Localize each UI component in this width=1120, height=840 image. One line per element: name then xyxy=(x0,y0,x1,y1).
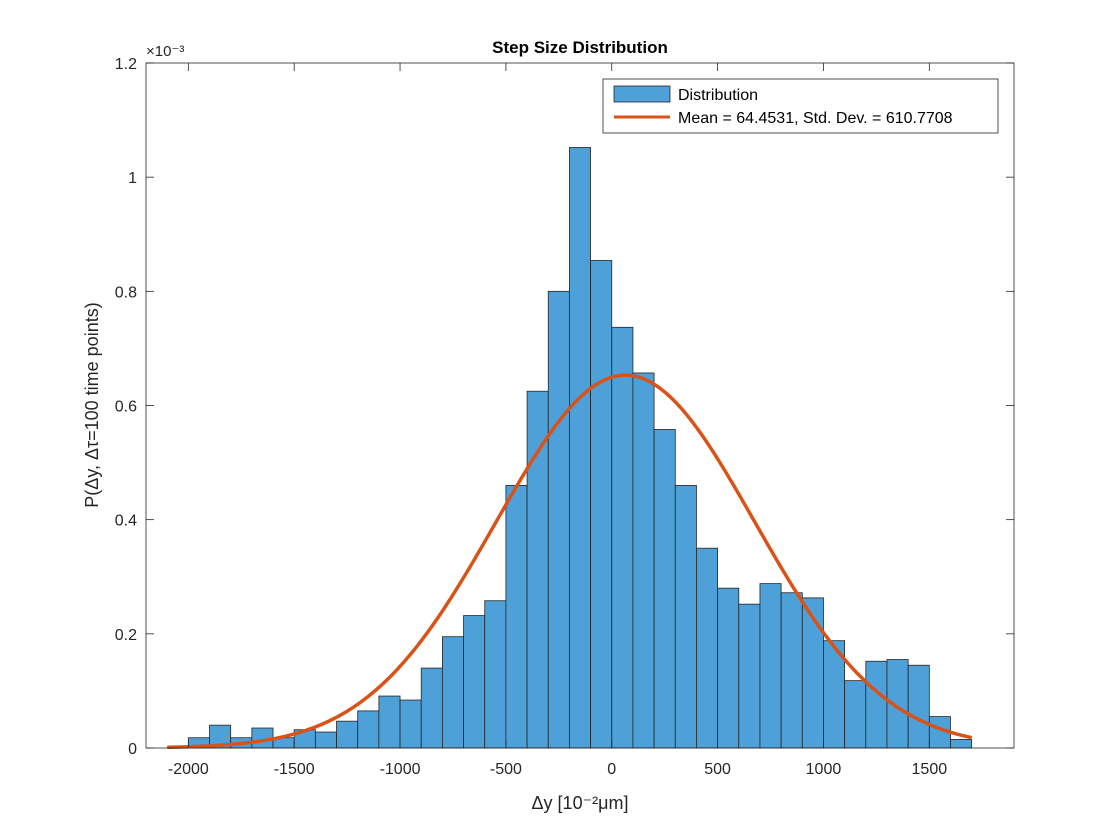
histogram-bar xyxy=(907,664,930,749)
x-tick-label: 1000 xyxy=(806,761,842,778)
histogram-bar xyxy=(399,699,422,749)
histogram-bar xyxy=(357,710,380,749)
histogram-bar xyxy=(314,731,337,749)
legend-swatch-distribution xyxy=(613,85,671,103)
histogram-bar xyxy=(336,720,359,749)
histogram-bar xyxy=(590,260,613,749)
normal-fit-curve xyxy=(167,373,973,750)
histogram-bar xyxy=(738,603,761,749)
fit-curve-layer xyxy=(167,373,973,750)
histogram-bar xyxy=(759,583,782,749)
histogram-bar xyxy=(844,680,867,749)
x-tick-label: 0 xyxy=(607,761,616,778)
histogram-bar xyxy=(611,326,634,749)
histogram-bar xyxy=(653,429,676,749)
histogram-bar xyxy=(378,695,401,749)
y-tick-label: 1 xyxy=(128,170,137,187)
chart-title: Step Size Distribution xyxy=(492,38,668,57)
y-tick-label: 0 xyxy=(128,741,137,758)
x-tick-label: -500 xyxy=(490,761,522,778)
x-tick-label: 1500 xyxy=(912,761,948,778)
x-axis-label: Δy [10⁻²μm] xyxy=(532,793,629,813)
axis-ticks: -2000 -1500 -1000 -500 0 500 1000 1500 0 0.2 0.4 0.… xyxy=(115,56,1014,778)
x-tick-label: 500 xyxy=(704,761,731,778)
histogram-bar xyxy=(526,390,549,749)
histogram-bar xyxy=(865,660,888,749)
histogram-bar xyxy=(569,147,591,749)
x-tick-label: -2000 xyxy=(168,761,209,778)
histogram-bar xyxy=(463,615,486,749)
histogram-bar xyxy=(780,592,803,749)
x-tick-label: -1500 xyxy=(274,761,315,778)
y-axis-exponent: ×10⁻³ xyxy=(146,43,184,60)
y-tick-label: 0.4 xyxy=(115,513,137,530)
legend: Distribution Mean = 64.4531, Std. Dev. =… xyxy=(602,78,999,134)
histogram-bar xyxy=(696,547,719,749)
histogram-bar xyxy=(484,600,507,749)
y-tick-label: 0.6 xyxy=(115,399,137,416)
histogram-bar xyxy=(717,587,740,749)
histogram-bar xyxy=(505,485,528,749)
histogram-bar xyxy=(674,485,697,749)
histogram-bar xyxy=(547,290,570,749)
y-tick-label: 0.8 xyxy=(115,284,137,301)
y-tick-label: 1.2 xyxy=(115,56,137,73)
x-tick-label: -1000 xyxy=(380,761,421,778)
histogram-bars xyxy=(187,147,973,749)
y-tick-label: 0.2 xyxy=(115,627,137,644)
histogram-bar xyxy=(441,636,464,749)
legend-label-distribution: Distribution xyxy=(678,87,758,104)
histogram-bar xyxy=(420,667,443,749)
legend-label-fit: Mean = 64.4531, Std. Dev. = 610.7708 xyxy=(678,110,953,127)
y-axis-label: P(Δy, Δτ=100 time points) xyxy=(82,302,102,507)
histogram-bar xyxy=(632,372,655,749)
histogram-bar xyxy=(950,739,973,749)
